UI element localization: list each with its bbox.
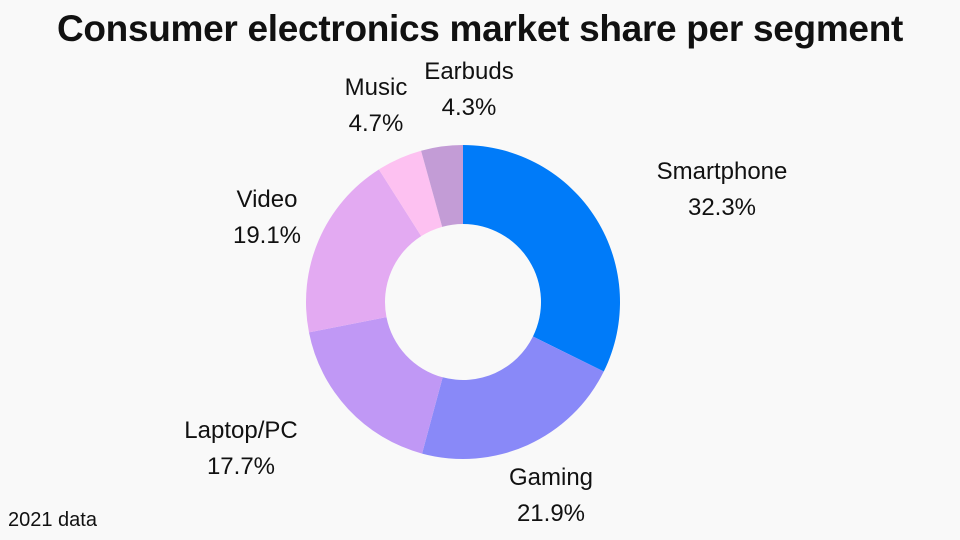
slice-gaming [422, 336, 604, 459]
chart-title: Consumer electronics market share per se… [56, 8, 904, 49]
value-label: 21.9% [516, 500, 586, 527]
value-label: 4.7% [348, 110, 404, 137]
slice-label: Laptop/PC 17.7% [184, 413, 297, 485]
slice-label: Video 19.1% [233, 182, 301, 254]
slice-earbuds [421, 145, 463, 227]
slice-label: Music 4.7% [345, 70, 408, 142]
category-label: Laptop/PC [184, 417, 298, 444]
category-label: Video [236, 186, 298, 213]
data-note: 2021 data [8, 509, 97, 531]
slice-label: Gaming 21.9% [509, 460, 593, 532]
slice-smartphone [463, 145, 620, 372]
category-label: Earbuds [424, 58, 514, 85]
slice-music [378, 150, 443, 237]
slice-laptop-pc [308, 317, 443, 454]
value-label: 19.1% [232, 222, 302, 249]
category-label: Smartphone [656, 158, 788, 185]
slice-video [306, 169, 422, 333]
value-label: 4.3% [441, 94, 497, 121]
value-label: 32.3% [687, 194, 757, 221]
category-label: Gaming [508, 464, 594, 491]
slice-label: Earbuds 4.3% [424, 54, 513, 126]
value-label: 17.7% [206, 453, 276, 480]
slice-label: Smartphone 32.3% [657, 154, 788, 226]
category-label: Music [344, 74, 408, 101]
